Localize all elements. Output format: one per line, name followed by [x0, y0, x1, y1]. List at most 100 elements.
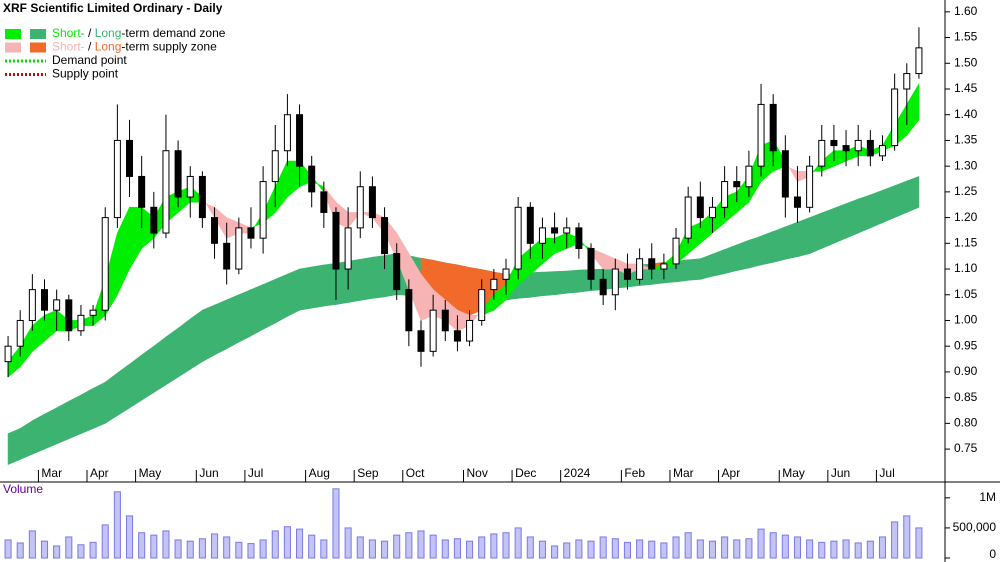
long-term-zone [238, 289, 252, 343]
legend-text: Demand point [52, 53, 127, 67]
long-term-zone [870, 189, 883, 229]
candle-body [818, 139, 826, 167]
long-term-zone [554, 270, 568, 296]
x-tick-label: Jun [199, 466, 218, 480]
candle-body [429, 309, 437, 352]
legend-label: Short- / Long-term demand zone [52, 26, 226, 40]
long-term-zone [566, 269, 580, 294]
volume-bar [16, 542, 24, 559]
long-term-zone [299, 266, 312, 311]
volume-bar [125, 515, 134, 559]
long-term-zone [68, 394, 82, 440]
y-tick-label: 0.85 [954, 390, 978, 404]
long-term-zone [311, 264, 325, 309]
volume-bar [502, 532, 510, 559]
x-tick-label: Sep [357, 466, 379, 480]
x-tick-label: Aug [309, 466, 330, 480]
candle-body [271, 150, 279, 183]
volume-bar [818, 541, 826, 559]
long-term-zone [250, 284, 264, 337]
legend-text: Long [95, 40, 122, 54]
volume-bar [733, 539, 741, 559]
volume-bar [283, 526, 291, 559]
candle-body [211, 217, 219, 244]
long-term-zone [153, 336, 167, 394]
volume-bar [599, 536, 607, 559]
short-term-zone [44, 309, 57, 342]
long-term-zone [80, 387, 94, 435]
volume-bar [891, 521, 899, 559]
volume-bar [708, 540, 717, 559]
long-term-zone [894, 180, 908, 219]
volume-bar [417, 530, 425, 559]
candle-body [53, 299, 61, 311]
long-term-zone [56, 400, 70, 445]
long-term-zone [736, 239, 750, 271]
legend-text: Short- [52, 40, 85, 54]
volume-bar [842, 539, 850, 559]
candle-body [441, 309, 449, 332]
y-tick-label: 1.20 [954, 210, 978, 224]
candle-body [356, 186, 364, 229]
candle-body [526, 206, 534, 244]
volume-bar [623, 541, 631, 559]
candle-body [417, 330, 425, 352]
short-term-zone [554, 232, 568, 255]
long-term-zone [189, 309, 203, 370]
volume-bar [611, 538, 619, 559]
candle-body [223, 242, 231, 270]
candle-body [684, 196, 692, 239]
candle-body [41, 289, 49, 311]
volume-tick-label: 0 [989, 547, 996, 561]
x-tick-label: Jul [879, 466, 894, 480]
volume-bar [648, 540, 656, 559]
candle-body [344, 227, 352, 270]
x-tick-label: May [139, 466, 162, 480]
volume-bar [150, 534, 158, 559]
candle-body [636, 258, 644, 280]
candle-body [16, 319, 24, 347]
candle-body [478, 289, 486, 321]
x-tick-label: Dec [515, 466, 536, 480]
candle-body [126, 139, 134, 177]
volume-bar [490, 533, 498, 559]
long-term-zone [857, 194, 871, 234]
long-term-zone [117, 363, 130, 417]
long-term-zone [359, 256, 373, 301]
candle-body [806, 165, 814, 208]
volume-bar [247, 543, 255, 559]
candle-body [538, 227, 546, 244]
volume-bar [40, 540, 49, 559]
candle-body [368, 186, 376, 219]
volume-bar [381, 540, 389, 559]
candle-body [757, 103, 765, 167]
long-term-zone [797, 217, 810, 258]
y-tick-label: 1.45 [954, 81, 978, 95]
volume-bar [745, 538, 753, 559]
candle-body [696, 196, 704, 219]
candle-body [708, 206, 716, 219]
long-term-zone [760, 231, 774, 266]
candle-body [866, 139, 874, 157]
volume-bar [660, 542, 668, 559]
long-term-zone [542, 271, 555, 297]
volume-bar [89, 541, 97, 559]
y-tick-label: 1.25 [954, 184, 978, 198]
long-term-zone [177, 318, 191, 378]
long-term-zone [141, 345, 155, 401]
volume-bar [866, 540, 874, 559]
volume-bar [672, 536, 680, 559]
long-term-zone [274, 273, 288, 324]
legend-label: Demand point [52, 53, 127, 67]
volume-bar [332, 488, 340, 559]
y-tick-label: 1.30 [954, 158, 978, 172]
candle-body [854, 139, 862, 152]
volume-bar [308, 534, 316, 559]
long-term-zone [809, 212, 823, 255]
long-term-zone [882, 185, 895, 224]
candle-body [150, 206, 158, 234]
legend-text: Supply point [52, 67, 119, 81]
candle-body [672, 237, 680, 265]
candle-body [113, 139, 121, 219]
volume-bar [259, 539, 267, 559]
